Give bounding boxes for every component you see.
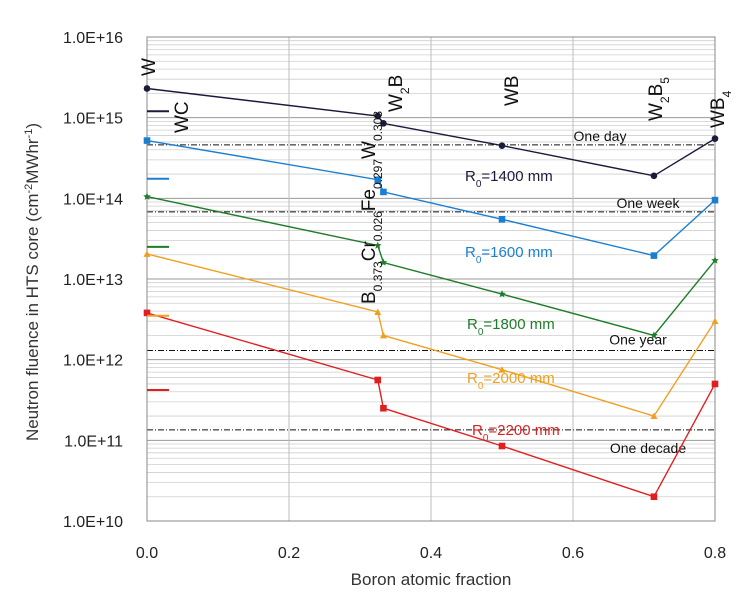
data-point (498, 215, 506, 223)
material-label-w2b5: W2B5 (646, 77, 672, 121)
data-point (650, 331, 658, 339)
y-tick-label: 1.0E+11 (64, 433, 123, 450)
data-point (143, 192, 151, 200)
series-label: R0=2000 mm (467, 370, 555, 392)
series-label: R0=2200 mm (472, 422, 560, 444)
data-point (143, 309, 151, 317)
series-line (146, 139, 716, 257)
series-group (143, 85, 719, 501)
series-line (146, 253, 716, 417)
data-point (143, 85, 151, 92)
data-point (380, 404, 387, 412)
data-point (374, 376, 382, 384)
data-point (650, 412, 658, 420)
data-point (650, 493, 658, 501)
material-label-wc: WC (172, 101, 193, 133)
wc-marks (147, 110, 169, 392)
reference-line-label: One year (609, 331, 667, 347)
data-point (650, 252, 658, 259)
x-tick-label: 0.6 (562, 545, 584, 562)
data-point (373, 241, 382, 249)
data-point (374, 176, 382, 184)
data-point (498, 442, 506, 450)
material-label-wb4: WB4 (708, 90, 734, 128)
grid (147, 36, 715, 522)
material-label-fe-alloy: B0.373Cr0.026Fe0.297W0.303 (359, 111, 385, 304)
data-point (374, 112, 382, 120)
data-point (143, 250, 151, 257)
y-tick-label: 1.0E+15 (63, 111, 123, 128)
y-tick-label: 1.0E+16 (63, 30, 123, 47)
series-label: R0=1800 mm (467, 316, 555, 338)
y-tick-label: 1.0E+14 (63, 191, 123, 208)
plot-frame (146, 36, 716, 522)
data-point (143, 137, 151, 144)
data-point (711, 196, 719, 204)
series-label: R0=1400 mm (465, 168, 553, 190)
material-label-wb: WB (502, 75, 523, 106)
data-point (711, 256, 719, 264)
data-point (379, 258, 388, 266)
y-tick-label: 1.0E+13 (63, 272, 123, 289)
data-point (498, 366, 506, 373)
reference-line-label: One day (574, 128, 627, 144)
data-point (498, 142, 506, 149)
series-line (146, 312, 716, 498)
data-point (380, 188, 387, 196)
y-axis-title: Neutron fluence in HTS core (cm-2MWhr-1) (23, 123, 42, 441)
material-label-w: W (139, 58, 160, 76)
y-tick-label: 1.0E+10 (63, 514, 123, 531)
data-point (711, 317, 719, 325)
data-point (498, 290, 506, 298)
reference-line-label: One decade (610, 440, 686, 456)
x-tick-label: 0.4 (420, 545, 442, 562)
data-point (650, 172, 658, 180)
series-labels: R0=1400 mm R0=1600 mm R0=1800 mm R0=2000 mm… (465, 168, 560, 444)
series-label: R0=1600 mm (465, 244, 553, 266)
x-tick-labels: 0.0 0.2 0.4 0.6 0.8 (136, 545, 726, 562)
x-tick-label: 0.8 (704, 545, 726, 562)
x-tick-label: 0.2 (278, 545, 300, 562)
series-line (146, 87, 716, 177)
material-label-w2b: W2B (386, 75, 412, 112)
data-point (380, 120, 387, 127)
data-point (374, 308, 382, 315)
data-point (711, 380, 719, 388)
x-axis-title: Boron atomic fraction (351, 570, 512, 589)
data-point (711, 135, 719, 142)
series-line (146, 195, 716, 337)
data-point (379, 331, 387, 339)
y-tick-labels: 1.0E+10 1.0E+11 1.0E+12 1.0E+13 1.0E+14 1.0E+… (63, 30, 123, 531)
reference-line-label: One week (616, 195, 680, 211)
x-tick-label: 0.0 (136, 545, 158, 562)
y-tick-label: 1.0E+12 (63, 353, 123, 370)
